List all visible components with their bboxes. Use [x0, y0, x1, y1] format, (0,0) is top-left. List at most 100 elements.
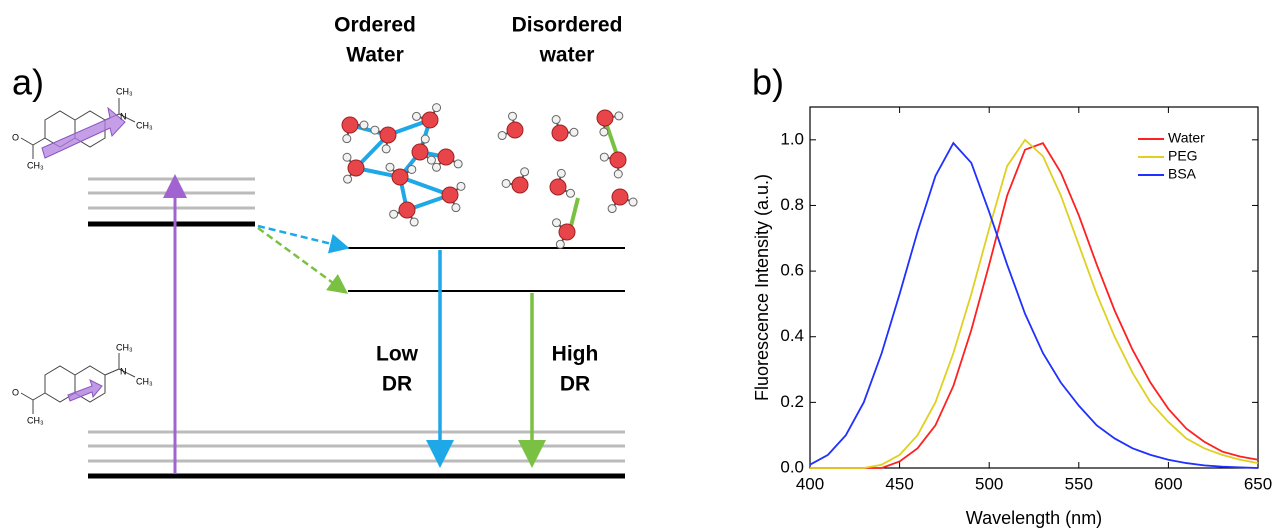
panel-label: b): [752, 62, 784, 103]
hydrogen: [520, 167, 530, 177]
hydrogen: [411, 111, 421, 121]
legend-label: BSA: [1168, 166, 1197, 182]
hydrogen: [343, 174, 353, 184]
water-molecules: [341, 103, 638, 249]
hydrogen: [613, 169, 623, 179]
relax-arrow: [257, 226, 349, 294]
label: water: [539, 44, 595, 67]
hydrogen: [551, 115, 561, 125]
data-line: [809, 141, 1259, 469]
hydrogen: [359, 120, 369, 130]
hydrogen: [599, 152, 609, 162]
hydrogen: [599, 127, 609, 137]
hydrogen: [497, 131, 507, 141]
molecule: N CH₃ CH₃ O CH₃: [12, 86, 153, 170]
hydrogen: [552, 218, 562, 228]
oxygen: [347, 159, 365, 177]
hydrogen: [389, 209, 399, 219]
hydrogen: [628, 197, 638, 207]
chart: b) 400 450 500 550 600 650 0.0 0.2 0.4 0.6 0.8 1.0 Wa…: [752, 62, 1272, 528]
oxygen: [391, 168, 409, 186]
hydrogen: [453, 159, 463, 169]
atom-label: CH₃: [116, 86, 133, 96]
atom-label: CH₃: [136, 376, 153, 386]
atom-label: N: [120, 366, 127, 376]
hydrogen: [409, 217, 419, 227]
data-line: [810, 142, 1259, 469]
hydrogen: [451, 203, 461, 213]
oxygen: [551, 124, 569, 142]
oxygen: [421, 111, 439, 129]
oxygen: [549, 178, 567, 196]
panel-label: a): [12, 62, 44, 103]
label: High: [552, 343, 599, 366]
data-line: [810, 138, 1259, 469]
hydrogen: [555, 239, 565, 249]
oxygen: [398, 201, 416, 219]
atom-label: CH₃: [136, 120, 153, 130]
hydrogen-bond: [399, 175, 451, 197]
hydrogen: [607, 204, 617, 214]
hydrogen-bond: [568, 197, 580, 231]
y-tick-label: 0.6: [780, 261, 804, 280]
hydrogen: [370, 125, 380, 135]
hydrogen: [456, 181, 466, 191]
label: DR: [560, 373, 590, 396]
molecule: N CH₃ CH₃ O CH₃: [12, 342, 153, 425]
x-tick-label: 600: [1154, 474, 1182, 493]
hydrogen: [342, 134, 352, 144]
relax-arrow: [257, 224, 350, 254]
hydrogen: [385, 162, 395, 172]
hydrogen: [614, 111, 624, 121]
hydrogen: [569, 127, 579, 137]
oxygen: [558, 223, 576, 241]
y-tick-label: 1.0: [780, 129, 804, 148]
label: Ordered: [334, 14, 416, 37]
hydrogen: [407, 164, 417, 174]
atom-label: CH₃: [116, 342, 133, 352]
hydrogen: [501, 178, 511, 188]
oxygen: [609, 151, 627, 169]
hydrogen: [565, 188, 575, 198]
oxygen: [506, 121, 524, 139]
hydrogen: [508, 111, 518, 121]
hydrogen: [381, 144, 391, 154]
oxygen: [596, 109, 614, 127]
label: Low: [376, 343, 419, 366]
y-tick-label: 0.8: [780, 195, 804, 214]
hydrogen: [431, 162, 441, 172]
hydrogen: [342, 152, 352, 162]
hydrogen: [432, 103, 442, 113]
y-tick-label: 0.4: [780, 326, 804, 345]
hydrogen: [556, 168, 566, 178]
legend-label: Water: [1168, 130, 1205, 146]
y-tick-label: 0.2: [780, 392, 804, 411]
atom-label: CH₃: [27, 415, 44, 425]
y-tick-label: 0.0: [780, 457, 804, 476]
plot-frame: [809, 106, 1259, 469]
label: Disordered: [512, 14, 623, 37]
hydrogen-bond: [603, 119, 620, 159]
atom-label: CH₃: [27, 160, 44, 170]
x-axis-title: Wavelength (nm): [966, 508, 1102, 528]
atom-label: O: [12, 132, 19, 142]
x-tick-label: 400: [796, 474, 824, 493]
oxygen: [341, 116, 359, 134]
oxygen: [611, 188, 629, 206]
oxygen: [511, 176, 529, 194]
hydrogen: [426, 155, 436, 165]
atom-label: N: [120, 111, 127, 121]
legend-label: PEG: [1168, 148, 1198, 164]
x-tick-label: 550: [1065, 474, 1093, 493]
label: Water: [346, 44, 404, 67]
x-tick-label: 500: [975, 474, 1003, 493]
label: DR: [382, 373, 412, 396]
oxygen: [379, 126, 397, 144]
x-tick-label: 450: [885, 474, 913, 493]
hydrogen: [420, 134, 430, 144]
oxygen: [441, 186, 459, 204]
y-axis-title: Fluorescence Intensity (a.u.): [752, 174, 772, 401]
oxygen: [411, 143, 429, 161]
